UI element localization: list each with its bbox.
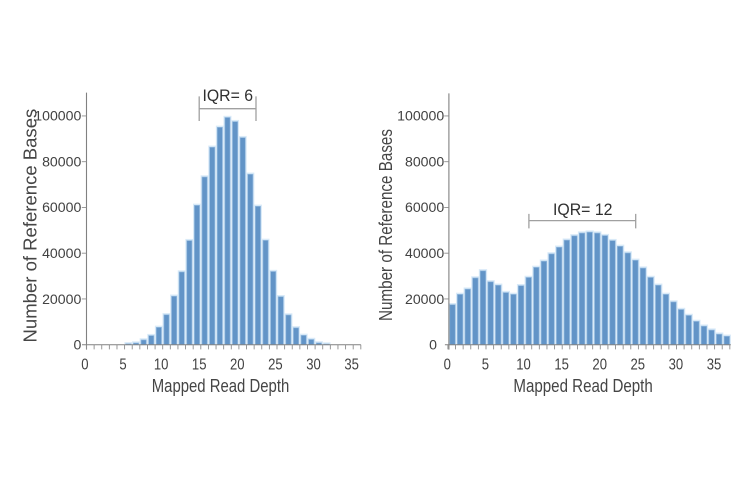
svg-text:10: 10 (516, 356, 531, 373)
svg-text:25: 25 (268, 356, 283, 373)
svg-text:0: 0 (429, 337, 437, 353)
svg-text:100000: 100000 (397, 108, 444, 124)
svg-text:80000: 80000 (405, 153, 444, 169)
svg-text:15: 15 (192, 356, 207, 373)
svg-text:40000: 40000 (42, 245, 81, 261)
svg-text:5: 5 (482, 356, 489, 373)
svg-text:20: 20 (230, 356, 245, 373)
svg-text:20000: 20000 (405, 291, 444, 307)
svg-text:IQR= 12: IQR= 12 (553, 201, 613, 219)
svg-text:Mapped Read Depth: Mapped Read Depth (513, 376, 652, 396)
svg-text:0: 0 (444, 356, 451, 373)
svg-text:Number of Reference Bases: Number of Reference Bases (376, 129, 396, 321)
svg-text:35: 35 (707, 356, 722, 373)
svg-text:40000: 40000 (405, 245, 444, 261)
svg-text:80000: 80000 (42, 153, 81, 169)
svg-text:35: 35 (344, 356, 359, 373)
svg-text:25: 25 (631, 356, 646, 373)
svg-text:60000: 60000 (405, 199, 444, 215)
svg-text:30: 30 (669, 356, 684, 373)
svg-text:IQR= 6: IQR= 6 (203, 86, 254, 105)
svg-text:30: 30 (306, 356, 321, 373)
svg-text:15: 15 (554, 356, 569, 373)
svg-text:20: 20 (592, 356, 607, 373)
svg-text:5: 5 (119, 356, 126, 373)
svg-text:Mapped Read Depth: Mapped Read Depth (152, 376, 290, 396)
svg-text:10: 10 (154, 356, 169, 373)
svg-text:0: 0 (81, 356, 88, 373)
svg-text:100000: 100000 (34, 108, 81, 124)
svg-text:0: 0 (73, 337, 81, 353)
svg-text:20000: 20000 (42, 291, 81, 307)
svg-text:Number of Reference Bases: Number of Reference Bases (20, 109, 40, 343)
svg-text:60000: 60000 (42, 199, 81, 215)
